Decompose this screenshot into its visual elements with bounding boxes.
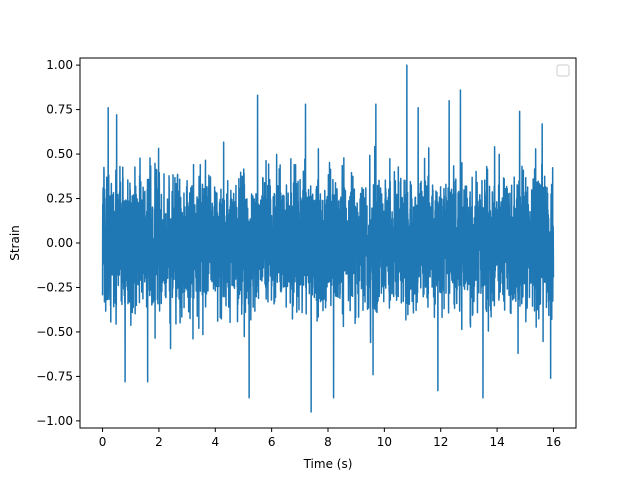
y-tick-label: −0.75 bbox=[36, 369, 73, 383]
y-tick-label: −0.25 bbox=[36, 280, 73, 294]
y-tick-label: 0.00 bbox=[46, 236, 73, 250]
y-axis-ticks: −1.00 −0.75 −0.50 −0.25 0.00 0.25 0.50 0.75 1.00 bbox=[36, 58, 80, 428]
y-tick-label: −0.50 bbox=[36, 325, 73, 339]
x-tick-label: 10 bbox=[377, 435, 392, 449]
series-group bbox=[101, 64, 555, 413]
x-tick-label: 6 bbox=[268, 435, 276, 449]
x-tick-label: 8 bbox=[324, 435, 332, 449]
x-tick-label: 12 bbox=[433, 435, 448, 449]
y-tick-label: 0.25 bbox=[46, 192, 73, 206]
y-tick-label: 0.50 bbox=[46, 147, 73, 161]
y-tick-label: 1.00 bbox=[46, 58, 73, 72]
y-axis-label: Strain bbox=[8, 225, 22, 261]
x-tick-label: 14 bbox=[489, 435, 504, 449]
strain-series-line bbox=[101, 64, 555, 413]
x-axis-ticks: 0 2 4 6 8 10 12 14 16 bbox=[99, 428, 561, 449]
x-tick-label: 0 bbox=[99, 435, 107, 449]
y-tick-label: −1.00 bbox=[36, 414, 73, 428]
y-tick-label: 0.75 bbox=[46, 103, 73, 117]
x-tick-label: 4 bbox=[211, 435, 219, 449]
x-tick-label: 2 bbox=[155, 435, 163, 449]
x-axis-label: Time (s) bbox=[303, 457, 353, 471]
legend-box bbox=[556, 64, 570, 77]
x-tick-label: 16 bbox=[546, 435, 561, 449]
